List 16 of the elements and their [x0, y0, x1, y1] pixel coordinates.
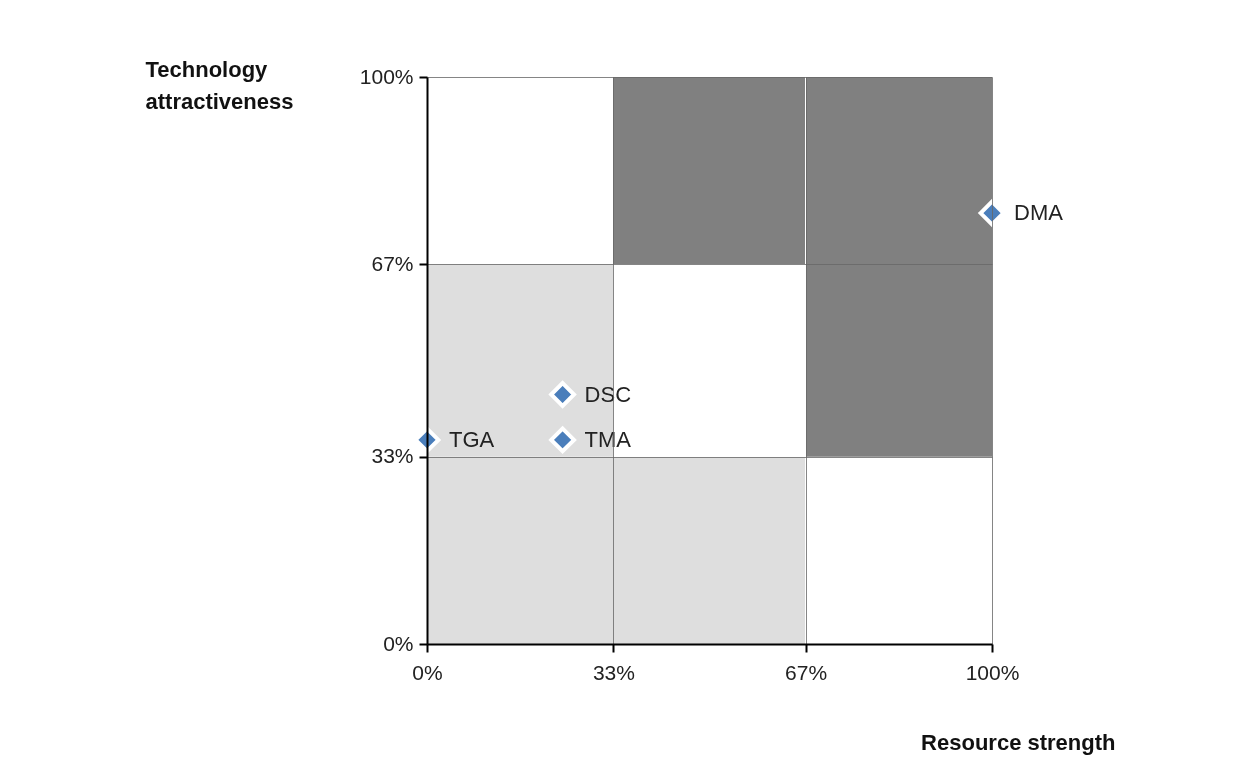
y-tick-label: 100%: [359, 64, 414, 88]
point: [549, 426, 576, 454]
series-label: DSC: [584, 381, 632, 407]
x-tick-label: 33%: [592, 660, 635, 684]
y-axis-title: Technology attractiveness: [145, 56, 294, 114]
series-label: TGA: [449, 426, 495, 452]
y-tick-label: 67%: [371, 251, 414, 275]
x-tick-label: 100%: [965, 660, 1020, 684]
x-tick-label: 0%: [412, 660, 443, 684]
x-axis-title: Resource strength: [921, 729, 1116, 755]
series-label: DMA: [1014, 200, 1064, 226]
point: [549, 381, 576, 408]
series-label: TMA: [584, 426, 632, 452]
y-tick-label: 33%: [371, 444, 414, 468]
x-tick-label: 67%: [785, 660, 828, 684]
y-tick-label: 0%: [383, 631, 414, 655]
